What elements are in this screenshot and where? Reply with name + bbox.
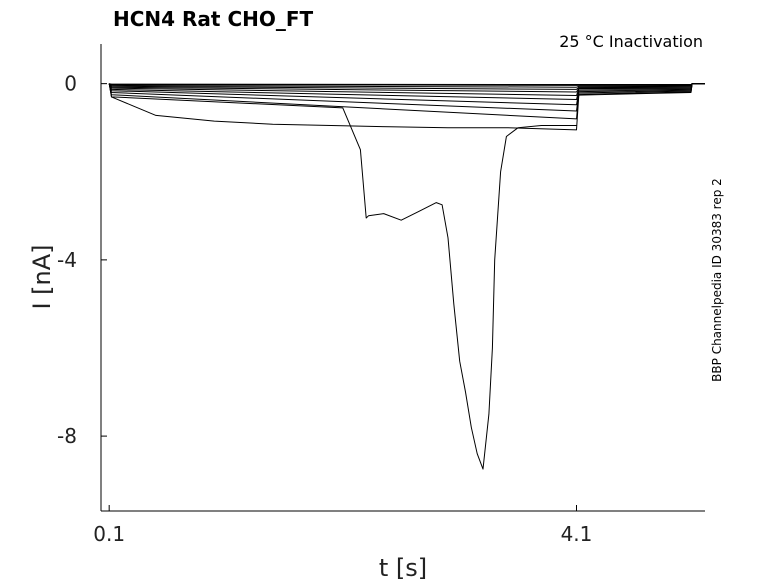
- side-id-label: BBP Channelpedia ID 30383 rep 2: [710, 178, 724, 382]
- plot-axes: [100, 44, 705, 512]
- y-tick-label: -4: [57, 248, 77, 272]
- chart-title: HCN4 Rat CHO_FT: [113, 7, 314, 31]
- y-tick-label: 0: [64, 72, 77, 96]
- x-axis-label: t [s]: [379, 554, 427, 582]
- tick-marks: 0 -4 -8 0.1 4.1: [57, 72, 592, 546]
- y-tick-label: -8: [57, 424, 77, 448]
- trace-line-11: [108, 83, 705, 131]
- x-tick-label: 0.1: [93, 522, 125, 546]
- y-axis-label: I [nA]: [28, 244, 56, 309]
- x-tick-label: 4.1: [561, 522, 593, 546]
- condition-annotation: 25 °C Inactivation: [559, 32, 703, 51]
- current-traces: [108, 83, 705, 470]
- trace-line-12: [108, 83, 577, 470]
